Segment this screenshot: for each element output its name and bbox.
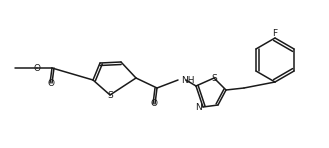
Text: O: O bbox=[150, 99, 158, 108]
Text: F: F bbox=[272, 29, 278, 37]
Text: NH: NH bbox=[181, 75, 194, 85]
Text: S: S bbox=[107, 90, 113, 99]
Text: O: O bbox=[34, 63, 40, 73]
Text: S: S bbox=[211, 74, 217, 82]
Text: O: O bbox=[47, 78, 55, 87]
Text: N: N bbox=[195, 103, 202, 111]
